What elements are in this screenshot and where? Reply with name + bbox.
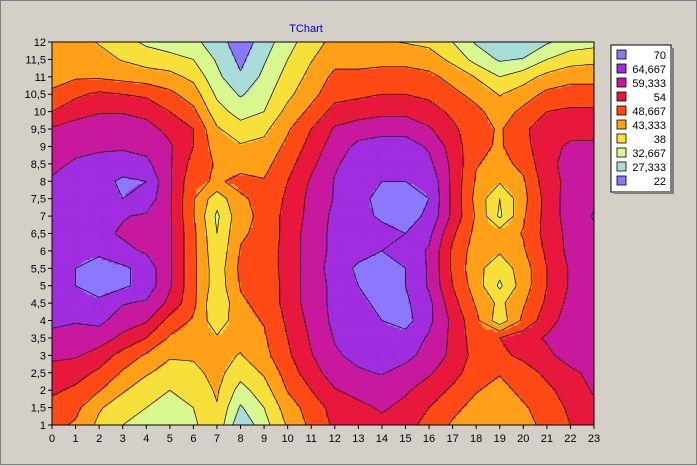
chart-title: TChart	[289, 23, 323, 35]
contour-fills	[52, 42, 595, 426]
